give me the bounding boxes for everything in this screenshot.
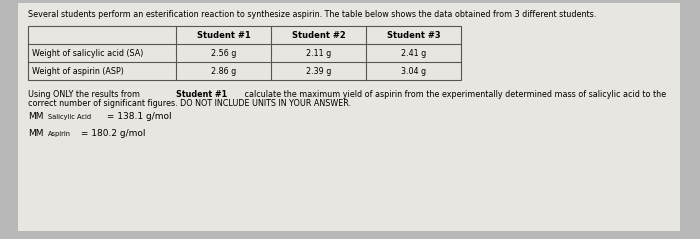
Text: MM: MM bbox=[28, 112, 43, 121]
Text: 2.56 g: 2.56 g bbox=[211, 49, 236, 58]
Text: correct number of significant figures. DO NOT INCLUDE UNITS IN YOUR ANSWER.: correct number of significant figures. D… bbox=[28, 99, 351, 108]
Text: Aspirin: Aspirin bbox=[48, 131, 71, 137]
Text: 3.04 g: 3.04 g bbox=[401, 66, 426, 76]
Text: Salicylic Acid: Salicylic Acid bbox=[48, 114, 91, 120]
Text: = 180.2 g/mol: = 180.2 g/mol bbox=[78, 129, 145, 138]
Bar bbox=[28, 26, 461, 80]
Text: Student #2: Student #2 bbox=[292, 31, 345, 39]
Text: 2.86 g: 2.86 g bbox=[211, 66, 236, 76]
Text: Student #1: Student #1 bbox=[176, 90, 227, 99]
FancyBboxPatch shape bbox=[18, 3, 680, 231]
Text: Student #1: Student #1 bbox=[197, 31, 251, 39]
Text: Student #3: Student #3 bbox=[386, 31, 440, 39]
Text: MM: MM bbox=[28, 129, 43, 138]
Text: calculate the maximum yield of aspirin from the experimentally determined mass o: calculate the maximum yield of aspirin f… bbox=[241, 90, 666, 99]
Text: Weight of aspirin (ASP): Weight of aspirin (ASP) bbox=[32, 66, 124, 76]
Text: 2.41 g: 2.41 g bbox=[401, 49, 426, 58]
Text: = 138.1 g/mol: = 138.1 g/mol bbox=[104, 112, 172, 121]
Text: Using ONLY the results from: Using ONLY the results from bbox=[28, 90, 143, 99]
Text: Several students perform an esterification reaction to synthesize aspirin. The t: Several students perform an esterificati… bbox=[28, 10, 596, 19]
Text: Weight of salicylic acid (SA): Weight of salicylic acid (SA) bbox=[32, 49, 144, 58]
Text: 2.11 g: 2.11 g bbox=[306, 49, 331, 58]
Text: 2.39 g: 2.39 g bbox=[306, 66, 331, 76]
